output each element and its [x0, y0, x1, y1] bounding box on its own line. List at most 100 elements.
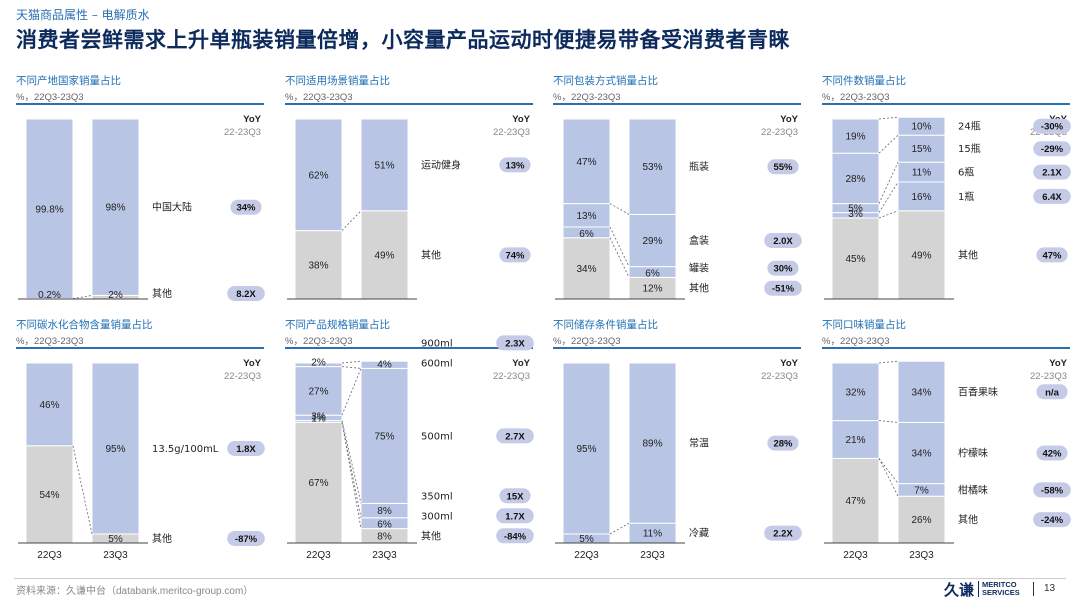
stacked-bar-chart: YoY 22-23Q3 34% 6% 13% 47% 12% 6% 29% 53% 其他 -51% 罐装… [555, 114, 802, 300]
yoy-pill [1033, 482, 1071, 498]
x-tick-label: 23Q3 [909, 550, 934, 561]
chart-title: 不同产地国家销量占比 [16, 75, 121, 87]
yoy-value: 2.1X [1042, 168, 1062, 179]
bar-segment [25, 445, 74, 544]
data-label: 11% [912, 168, 931, 179]
data-label: 54% [39, 490, 59, 501]
data-label: 21% [845, 435, 865, 446]
yoy-pill [1033, 512, 1071, 528]
chart-panel-spec: 不同产品规格销量占比 %，22Q3-23Q3 YoY 22-23Q3 67% 1% 3% 27… [285, 317, 534, 561]
yoy-period: 22-23Q3 [493, 127, 530, 138]
bar-segment [360, 210, 409, 300]
data-label: 75% [374, 431, 394, 442]
data-label: 3% [311, 412, 326, 423]
connector-line [609, 203, 630, 215]
connector-line [341, 368, 362, 416]
chart-subtitle: %，22Q3-23Q3 [285, 336, 353, 347]
bar-segment [831, 457, 880, 544]
connector-line [341, 422, 362, 518]
yoy-value: -24% [1041, 515, 1064, 526]
chart-panel-pack-count: 不同件数销量占比%，22Q3-23Q3YoY22-23Q345%3%5%28%1… [822, 73, 1071, 313]
bar-segment [628, 118, 677, 215]
logo-english-line-1: MERITCO [982, 580, 1017, 589]
chart-subtitle: %，22Q3-23Q3 [16, 336, 84, 347]
breadcrumb: 天猫商品属性 – 电解质水 [16, 8, 150, 22]
connector-line [878, 134, 899, 154]
stacked-bar-chart: YoY 22-23Q3 38% 62% 49% 51% 其他 74% 运动健身 13% [287, 114, 531, 300]
yoy-value: -87% [235, 534, 258, 545]
bar-segment [25, 118, 74, 300]
legend-label: 1瓶 [958, 190, 974, 203]
bar-segment [91, 362, 140, 535]
yoy-pill [227, 286, 265, 301]
bar-segment [831, 118, 880, 154]
yoy-value: 2.2X [773, 529, 793, 540]
legend-label: 盒装 [689, 234, 709, 247]
x-tick-label: 23Q3 [640, 550, 665, 561]
bar-segment [360, 367, 409, 504]
yoy-header: YoY [243, 114, 261, 125]
page-number: 13 [1044, 583, 1056, 594]
yoy-value: -30% [1041, 122, 1064, 133]
legend-label: 600ml [421, 358, 453, 369]
legend-label: 其他 [421, 248, 441, 261]
stacked-bar-chart: YoY 22-23Q3 54% 46% 5% 95% 22Q3 23Q3 其他 -87% 13.5g… [18, 358, 265, 561]
chart-subtitle: %，22Q3-23Q3 [16, 92, 84, 103]
connector-line [72, 445, 93, 535]
yoy-pill [499, 488, 531, 504]
legend-label: 24瓶 [958, 120, 981, 133]
connector-line [878, 181, 899, 213]
yoy-period: 22-23Q3 [761, 371, 798, 382]
data-label: 29% [642, 236, 662, 247]
bar-segment [360, 118, 409, 212]
data-label: 38% [308, 260, 328, 271]
yoy-value: 13% [505, 160, 525, 171]
yoy-pill [1033, 164, 1071, 180]
legend-label: 其他 [689, 282, 709, 295]
bar-segment [831, 217, 880, 300]
legend-label: 其他 [958, 513, 978, 526]
bar-segment [562, 118, 611, 205]
bar-segment [294, 366, 343, 416]
chart-title-rule [553, 347, 801, 349]
legend-label: 其他 [958, 248, 978, 261]
data-label: 19% [845, 132, 865, 143]
legend-label: 13.5g/100mL [152, 444, 219, 455]
connector-line [341, 420, 362, 504]
yoy-header: YoY [780, 114, 798, 125]
chart-title: 不同包装方式销量占比 [553, 75, 658, 87]
yoy-value: 6.4X [1042, 192, 1062, 203]
yoy-value: -51% [772, 284, 795, 295]
legend-label: 柠檬味 [958, 447, 988, 460]
data-label: 2% [311, 358, 326, 369]
data-label: 6% [645, 268, 660, 279]
bar-segment [294, 362, 343, 368]
legend-label: 瓶装 [689, 160, 709, 173]
chart-panel-carbohydrate: 不同碳水化合物含量销量占比 %，22Q3-23Q3 YoY 22-23Q3 54% 46%… [16, 317, 265, 561]
legend-label: 其他 [152, 287, 172, 300]
data-label: 5% [108, 534, 123, 545]
chart-subtitle: %，22Q3-23Q3 [822, 336, 890, 347]
data-label: 34% [576, 264, 596, 275]
bar-segment [897, 360, 946, 423]
bar-segment [25, 362, 74, 447]
yoy-value: 28% [773, 439, 793, 450]
data-label: 5% [848, 204, 863, 215]
yoy-value: 47% [1042, 250, 1062, 261]
yoy-value: 34% [236, 203, 256, 214]
chart-title: 不同口味销量占比 [822, 319, 906, 331]
chart-panel-origin: 不同产地国家销量占比 %，22Q3-23Q3 YoY 22-23Q3 0.2% 99.8%… [16, 73, 265, 313]
chart-title-rule [822, 103, 1070, 105]
yoy-value: 15X [507, 491, 525, 502]
connector-line [72, 295, 93, 300]
yoy-header: YoY [512, 114, 530, 125]
legend-label: 常温 [689, 437, 709, 450]
yoy-value: 74% [505, 250, 525, 261]
yoy-header: YoY [512, 358, 530, 369]
chart-title: 不同储存条件销量占比 [553, 319, 658, 331]
legend-label: 500ml [421, 431, 453, 442]
bar-segment [91, 118, 140, 296]
yoy-value: 8.2X [236, 289, 256, 300]
legend-label: 15瓶 [958, 142, 981, 155]
data-label: 7% [914, 485, 929, 496]
